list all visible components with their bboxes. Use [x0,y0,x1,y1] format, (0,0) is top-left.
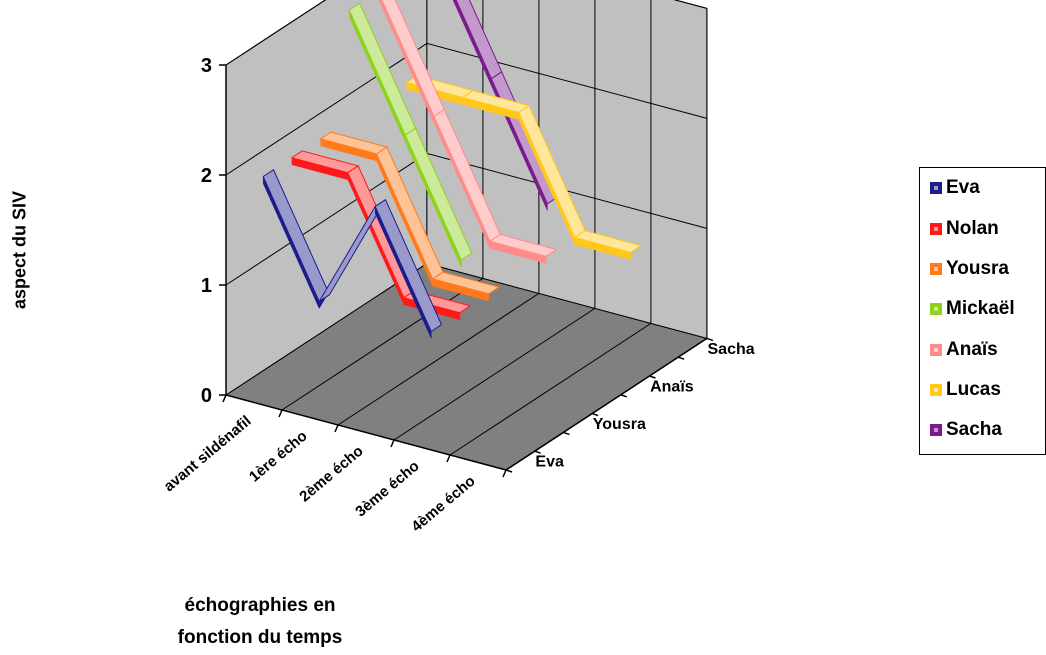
depth-tick [649,375,656,379]
x-tick [278,409,283,418]
legend-item-lucas: Lucas [930,378,1001,402]
series-anais-segment-top [488,233,558,257]
depth-tick [620,394,628,398]
depth-tick [534,450,541,454]
x-axis-title: échographies en fonction du temps [160,590,360,654]
x-tick [222,394,227,403]
y-axis-title: aspect du SIV [9,190,30,310]
x-tick-label: 2ème écho [296,443,366,506]
legend-item-anais: Anaïs [930,338,998,362]
depth-axis-line [505,337,708,471]
series-lucas-segment-top [573,230,643,254]
x-tick-label: 1ère écho [246,428,311,486]
gridline-y [225,0,708,66]
x-tick [446,454,451,463]
gridline-x [449,0,652,456]
series-eva-segment-top [374,198,443,333]
legend-label-eva: Eva [946,177,980,198]
x-tick [502,469,507,478]
y-tick-label: 3 [201,55,212,77]
y-tick-label: 2 [201,165,212,187]
gridline-x [337,0,540,426]
y-tick-label: 1 [201,275,212,297]
legend-item-eva: Eva [930,176,980,200]
legend-swatch-nolan [930,223,942,235]
series-mickael-segment-top [404,127,473,261]
legend-swatch-mickael [930,303,942,315]
legend-item-mickael: Mickaël [930,297,1015,321]
depth-tick [706,337,714,342]
legend-swatch-sacha [930,424,942,436]
y-tick-label: 0 [201,385,212,407]
legend: Eva Nolan Yousra Mickaël Anaïs Lucas Sac… [919,167,1046,455]
legend-item-nolan: Nolan [930,217,999,241]
legend-label-nolan: Nolan [946,218,999,239]
legend-item-sacha: Sacha [930,418,1002,442]
legend-swatch-yousra [930,263,942,275]
legend-swatch-lucas [930,384,942,396]
legend-item-yousra: Yousra [930,257,1009,281]
depth-tick-label: Eva [535,454,564,471]
x-tick [334,424,339,433]
x-axis-line [225,394,507,471]
x-tick [390,439,395,448]
series-yousra-segment-top [431,271,501,295]
legend-label-yousra: Yousra [946,258,1010,279]
depth-tick [505,469,513,473]
gridline-x [393,0,596,441]
legend-swatch-anais [930,344,942,356]
depth-tick [677,356,685,360]
depth-tick-label: Sacha [708,341,755,358]
gridline-y [225,42,708,176]
x-tick-label: 3ème écho [352,458,422,521]
depth-tick [563,431,570,436]
depth-tick-label: Yousra [593,416,646,433]
depth-tick-label: Anaïs [650,378,694,395]
legend-label-anais: Anaïs [946,339,998,360]
x-axis-title-line-1: échographies en [184,595,336,616]
x-tick-label: avant sildénafil [161,413,255,496]
x-tick-label: 4ème écho [408,473,478,536]
depth-tick [591,412,599,417]
legend-swatch-eva [930,182,942,194]
x-axis-title-line-2: fonction du temps [177,627,343,648]
legend-label-mickael: Mickaël [946,298,1015,319]
legend-label-sacha: Sacha [946,419,1002,440]
legend-label-lucas: Lucas [946,379,1001,400]
